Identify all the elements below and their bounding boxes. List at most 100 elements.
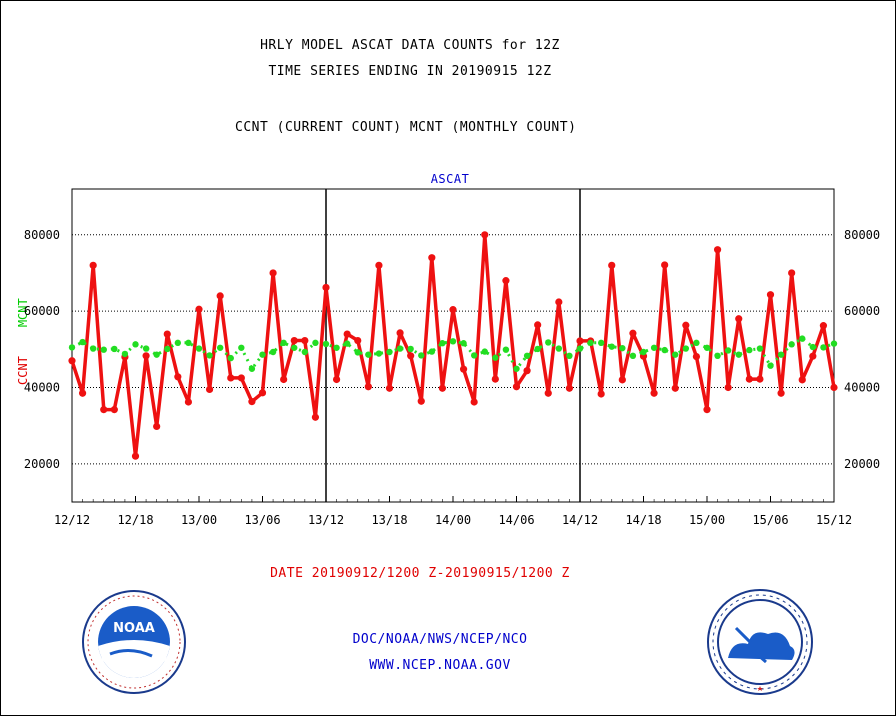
data-point-ccnt (491, 375, 499, 383)
data-point-ccnt (131, 452, 140, 460)
x-tick-label: 14/18 (625, 513, 661, 527)
data-point-ccnt (544, 389, 552, 397)
data-point-ccnt (576, 337, 584, 345)
footer-org-line: DOC/NOAA/NWS/NCEP/NCO (352, 632, 528, 647)
data-point-ccnt (449, 306, 457, 314)
data-point-ccnt (280, 375, 288, 384)
data-point-ccnt (629, 329, 637, 337)
data-point-mcnt (142, 345, 150, 352)
data-point-mcnt (767, 362, 774, 369)
y-tick-label-right: 60000 (844, 304, 880, 318)
x-tick-label: 13/00 (181, 513, 217, 527)
data-point-mcnt (629, 352, 637, 360)
footer-url-line: WWW.NCEP.NOAA.GOV (369, 658, 511, 673)
data-point-ccnt (745, 375, 753, 383)
data-point-mcnt (724, 347, 732, 354)
data-point-ccnt (788, 269, 796, 277)
y-tick-label-right: 40000 (844, 380, 880, 394)
data-point-mcnt (343, 340, 351, 347)
data-point-ccnt (396, 329, 404, 337)
data-point-ccnt (153, 422, 161, 431)
data-point-mcnt (153, 351, 160, 358)
data-point-ccnt (184, 398, 193, 406)
data-point-mcnt (333, 344, 340, 351)
data-point-mcnt (291, 344, 298, 351)
data-point-mcnt (418, 352, 425, 359)
data-point-ccnt (195, 305, 203, 313)
x-tick-label: 14/06 (498, 513, 534, 527)
data-point-mcnt (460, 340, 467, 347)
chart-title-line-3: CCNT (CURRENT COUNT) MCNT (MONTHLY COUNT… (235, 120, 577, 135)
data-point-mcnt (185, 339, 192, 347)
data-point-ccnt (703, 406, 711, 414)
data-point-ccnt (301, 336, 309, 345)
data-point-mcnt (746, 346, 753, 354)
data-point-mcnt (164, 345, 171, 353)
data-point-mcnt (312, 339, 319, 347)
x-tick-label: 12/18 (117, 513, 153, 527)
data-point-ccnt (216, 292, 224, 300)
data-point-mcnt (89, 345, 97, 352)
data-point-mcnt (68, 344, 76, 351)
data-point-ccnt (385, 384, 394, 392)
x-tick-label: 15/00 (689, 513, 725, 527)
data-point-ccnt (766, 291, 775, 299)
data-point-mcnt (248, 365, 256, 372)
data-point-mcnt (301, 348, 309, 356)
data-point-mcnt (566, 352, 573, 360)
data-point-mcnt (174, 339, 182, 347)
data-point-mcnt (597, 339, 605, 347)
data-point-ccnt (459, 365, 468, 373)
data-point-mcnt (830, 340, 838, 347)
data-point-mcnt (481, 348, 488, 355)
data-point-mcnt (777, 351, 785, 358)
data-point-mcnt (396, 345, 404, 352)
data-point-mcnt (703, 344, 711, 351)
x-tick-label: 15/12 (816, 513, 852, 527)
data-point-ccnt (682, 321, 690, 329)
data-point-ccnt (756, 375, 764, 383)
y-tick-label-left: 40000 (24, 380, 60, 394)
data-point-mcnt (756, 345, 764, 352)
y-tick-label-left: 60000 (24, 304, 60, 318)
data-point-ccnt (68, 357, 76, 365)
data-point-mcnt (100, 346, 107, 353)
data-point-ccnt (724, 383, 732, 392)
data-point-mcnt (735, 351, 742, 358)
data-point-ccnt (237, 374, 245, 382)
data-point-mcnt (587, 339, 594, 347)
data-point-mcnt (227, 354, 234, 362)
chart-title-line-1: HRLY MODEL ASCAT DATA COUNTS for 12Z (260, 38, 560, 53)
data-point-mcnt (502, 346, 510, 353)
data-point-ccnt (565, 384, 574, 392)
data-point-ccnt (661, 261, 669, 269)
data-point-ccnt (332, 375, 341, 384)
data-point-mcnt (470, 352, 478, 359)
x-tick-label: 14/12 (562, 513, 598, 527)
chart-title-line-2: TIME SERIES ENDING IN 20190915 12Z (268, 64, 552, 79)
data-point-ccnt (650, 389, 658, 397)
data-point-mcnt (195, 345, 203, 352)
data-point-mcnt (640, 348, 647, 356)
data-point-mcnt (576, 345, 584, 352)
data-point-mcnt (375, 350, 383, 357)
data-point-mcnt (799, 335, 806, 342)
data-point-ccnt (258, 389, 267, 397)
data-point-mcnt (809, 343, 817, 351)
data-point-ccnt (777, 389, 785, 397)
data-point-ccnt (819, 322, 828, 330)
data-point-ccnt (523, 367, 531, 375)
data-point-ccnt (798, 376, 806, 384)
data-point-ccnt (248, 398, 256, 406)
data-point-mcnt (407, 345, 414, 353)
data-point-ccnt (512, 383, 521, 391)
data-point-mcnt (788, 341, 795, 348)
x-tick-label: 13/18 (371, 513, 407, 527)
data-point-mcnt (682, 345, 690, 352)
data-point-ccnt (142, 352, 150, 360)
data-point-ccnt (163, 330, 171, 338)
data-point-ccnt (322, 283, 330, 292)
data-point-ccnt (671, 384, 679, 392)
y-tick-label-left: 80000 (24, 228, 60, 242)
